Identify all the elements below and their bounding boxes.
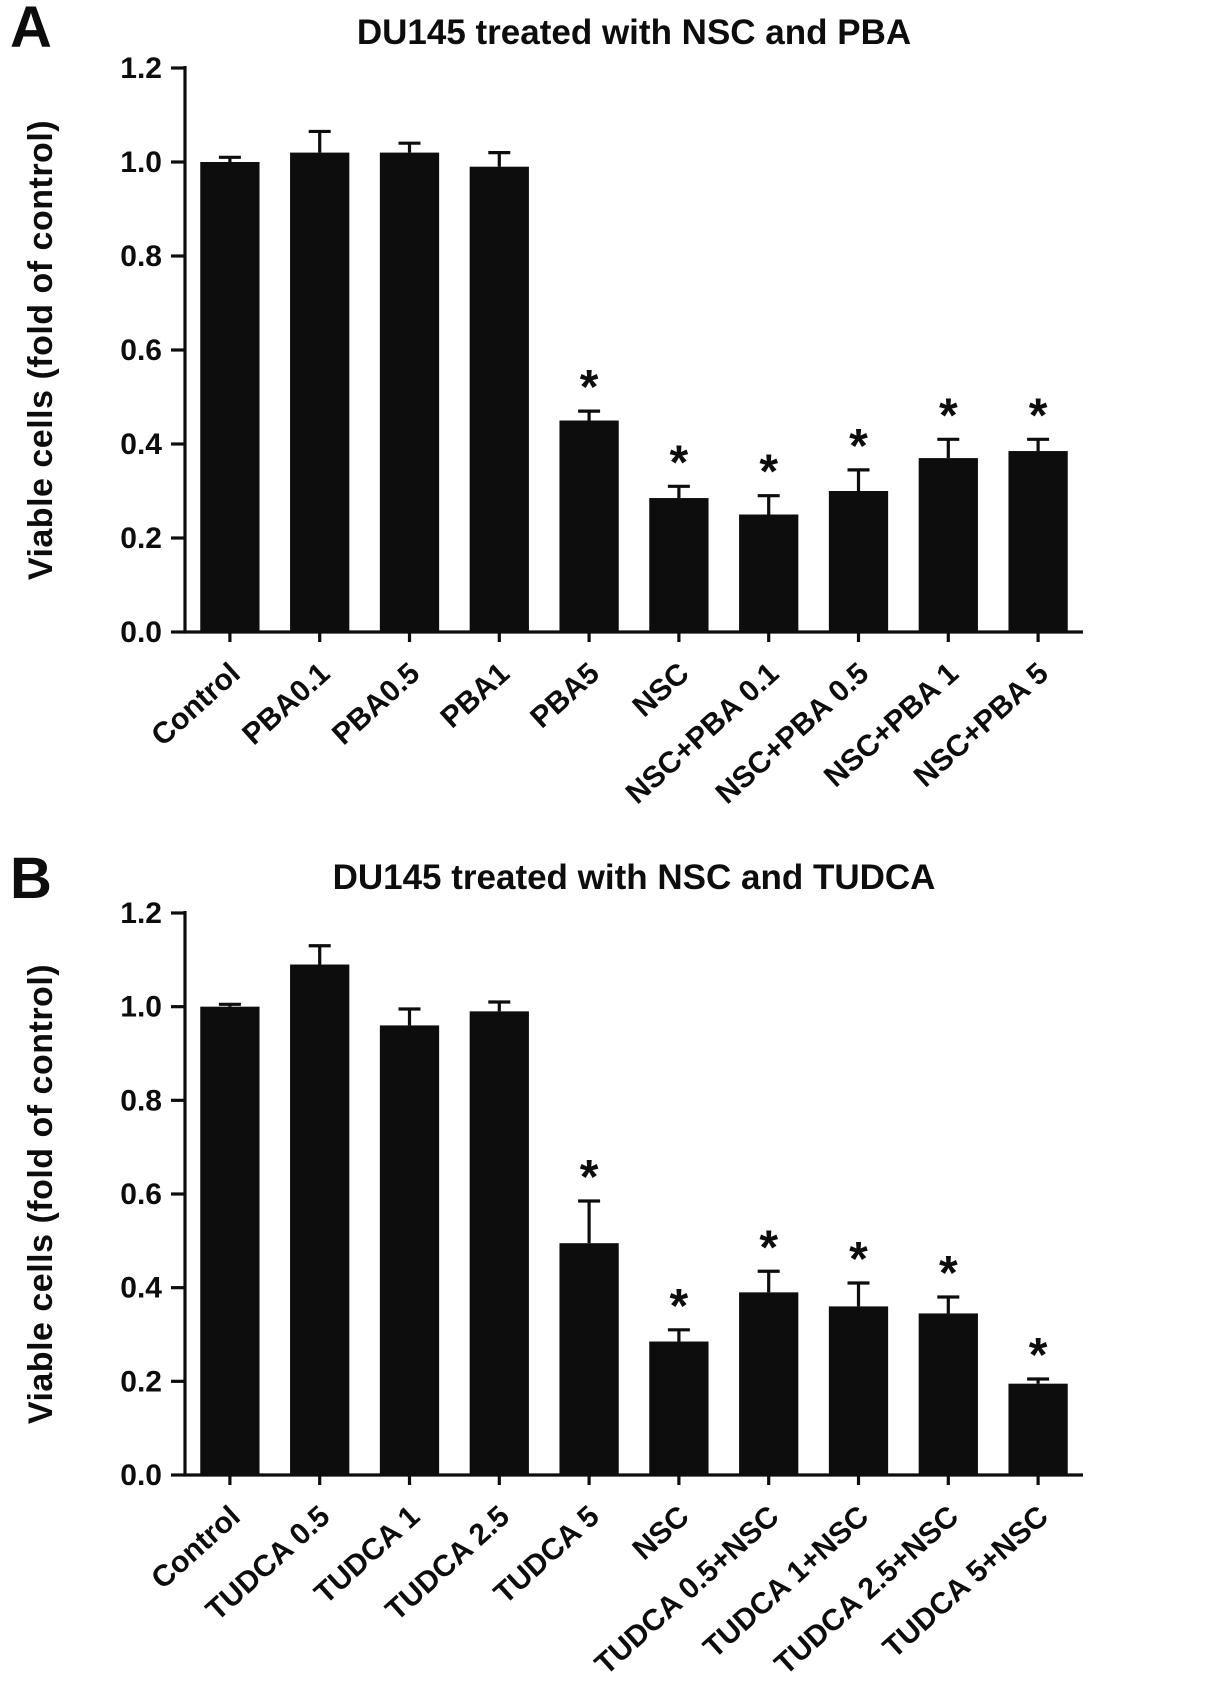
x-tick-label: NSC: [626, 657, 695, 724]
bar: [1008, 451, 1068, 632]
chart-title: DU145 treated with NSC and PBA: [357, 13, 911, 52]
x-tick-label: NSC+PBA 0.5: [710, 657, 876, 811]
bar: [379, 152, 440, 632]
panel-a-label: A: [10, 0, 52, 60]
significance-asterisk: *: [1029, 389, 1048, 442]
y-tick-label: 0.2: [120, 522, 162, 555]
bar: [559, 1243, 619, 1475]
bar: [200, 162, 260, 632]
y-tick-label: 0.2: [120, 1365, 162, 1398]
significance-asterisk: *: [670, 1280, 689, 1333]
bar: [469, 166, 529, 632]
x-tick-label: PBA0.5: [326, 657, 426, 752]
x-tick-label: PBA1: [434, 657, 516, 735]
x-tick-label: NSC+PBA 0.1: [620, 657, 786, 811]
significance-asterisk: *: [939, 1247, 958, 1300]
significance-asterisk: *: [670, 436, 689, 489]
x-tick-label: NSC: [626, 1500, 695, 1567]
y-tick-label: 0.8: [120, 1084, 162, 1117]
bar: [469, 1011, 529, 1475]
y-tick-label: 0.8: [120, 240, 162, 273]
significance-asterisk: *: [580, 361, 599, 414]
panel-b-label: B: [10, 846, 52, 911]
x-tick-label: TUDCA 5+NSC: [877, 1500, 1055, 1665]
y-tick-label: 0.4: [120, 428, 162, 461]
bar: [649, 498, 709, 632]
significance-asterisk: *: [939, 389, 958, 442]
y-tick-label: 0.0: [120, 616, 162, 649]
y-tick-label: 0.6: [120, 1178, 162, 1211]
bar: [200, 1006, 260, 1475]
y-tick-label: 1.0: [120, 146, 162, 179]
y-tick-label: 1.0: [120, 991, 162, 1024]
y-axis-label: Viable cells (fold of control): [22, 120, 60, 580]
bar: [379, 1025, 440, 1475]
x-tick-label: PBA5: [524, 657, 606, 735]
y-tick-label: 0.4: [120, 1272, 162, 1305]
significance-asterisk: *: [759, 1221, 778, 1274]
bar: [918, 458, 978, 632]
bar-chart-nsc-tudca: DU145 treated with NSC and TUDCA Viable c…: [22, 858, 1083, 1681]
panel-b: B DU145 treated with NSC and TUDCA Viable…: [0, 846, 1205, 1703]
bar: [828, 1306, 889, 1475]
bar: [739, 1292, 799, 1475]
bar-chart-nsc-pba: DU145 treated with NSC and PBA Viable cel…: [22, 13, 1083, 811]
significance-asterisk: *: [580, 1151, 599, 1204]
bar: [290, 152, 350, 632]
bar: [828, 491, 889, 632]
x-tick-label: PBA0.1: [236, 657, 336, 752]
bar: [559, 420, 619, 632]
bar: [290, 964, 350, 1475]
y-tick-label: 0.0: [120, 1459, 162, 1492]
bar: [739, 514, 799, 632]
chart-title: DU145 treated with NSC and TUDCA: [333, 858, 936, 897]
significance-asterisk: *: [1029, 1329, 1048, 1382]
bar: [649, 1341, 709, 1475]
bar: [918, 1313, 978, 1475]
significance-asterisk: *: [849, 1233, 868, 1286]
significance-asterisk: *: [759, 446, 778, 499]
y-tick-label: 1.2: [120, 52, 162, 85]
y-axis-label: Viable cells (fold of control): [22, 964, 60, 1424]
bar: [1008, 1383, 1068, 1475]
significance-asterisk: *: [849, 420, 868, 473]
panel-a: A DU145 treated with NSC and PBA Viable c…: [0, 0, 1205, 851]
x-tick-label: Control: [145, 657, 246, 753]
y-tick-label: 0.6: [120, 334, 162, 367]
y-tick-label: 1.2: [120, 897, 162, 930]
